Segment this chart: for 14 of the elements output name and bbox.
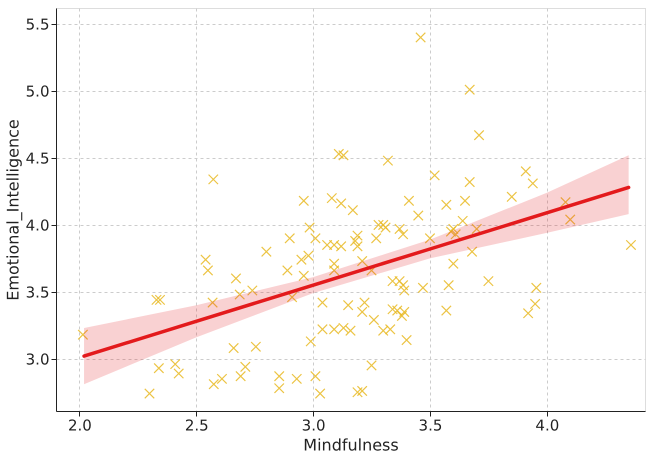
y-tick-label: 4.0 (26, 216, 50, 234)
line-series (82, 186, 630, 358)
x-tick-label: 2.5 (184, 416, 209, 434)
y-tick-label: 5.5 (26, 16, 50, 34)
y-tick-label: 3.5 (26, 283, 50, 302)
x-tick-label: 4.0 (535, 416, 560, 434)
y-tick-label: 4.5 (26, 149, 50, 168)
y-axis-title: Emotional_Intelligence (4, 119, 23, 301)
x-tick-label: 3.0 (302, 416, 326, 434)
x-axis-title: Mindfulness (303, 436, 399, 454)
x-tick-label: 2.0 (68, 416, 92, 434)
y-tick-label: 3.0 (26, 350, 50, 368)
y-tick-label: 5.0 (26, 82, 50, 101)
x-tick-label: 3.5 (418, 416, 442, 434)
